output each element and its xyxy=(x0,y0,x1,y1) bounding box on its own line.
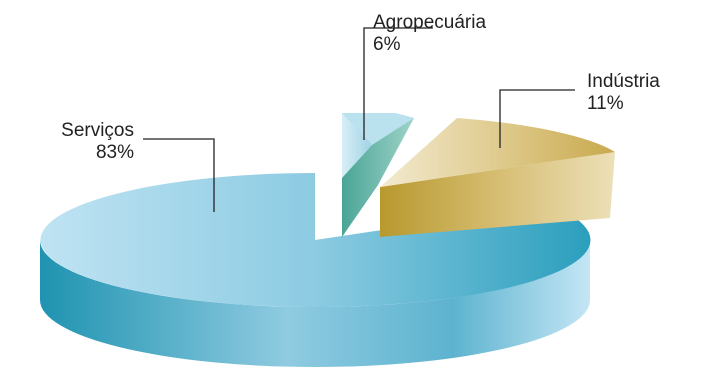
slice-servicos-top xyxy=(40,173,591,307)
pie-slice-agropecuaria xyxy=(342,113,414,237)
slice-servicos-side xyxy=(40,240,590,367)
label-servicos: Serviços 83% xyxy=(38,120,134,164)
label-industria-percent: 11% xyxy=(587,93,624,114)
slice-agro-top xyxy=(342,113,414,145)
slice-ind-top xyxy=(380,118,615,187)
label-agropecuaria-percent: 6% xyxy=(373,34,401,55)
leader-line-servicos xyxy=(143,138,215,212)
slice-ind-side xyxy=(380,152,615,237)
leader-line-agropecuaria xyxy=(363,27,433,140)
label-industria-name: Indústria xyxy=(587,71,660,92)
label-agropecuaria-name: Agropecuária xyxy=(373,12,487,33)
label-agropecuaria: Agropecuária 6% xyxy=(373,12,486,56)
label-servicos-name: Serviços xyxy=(61,120,134,141)
label-industria: Indústria 11% xyxy=(587,71,660,115)
leader-line-industria xyxy=(499,89,575,148)
leader-lines xyxy=(143,27,575,212)
pie-slice-industria xyxy=(380,118,615,237)
label-servicos-percent: 83% xyxy=(95,142,134,163)
slice-agro-face-dark xyxy=(342,113,414,237)
pie-slice-servicos xyxy=(40,173,591,367)
